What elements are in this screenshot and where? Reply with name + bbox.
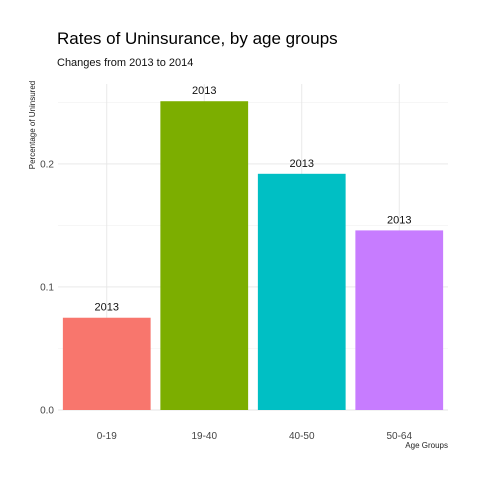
y-tick-label: 0.0 xyxy=(40,406,54,417)
x-tick-label: 50-64 xyxy=(386,431,412,442)
y-tick-label: 0.2 xyxy=(40,159,54,170)
y-axis-title: Percentage of Uninsured xyxy=(28,81,37,170)
y-tick-labels: 0.0 0.1 0.2 xyxy=(40,159,54,416)
chart-subtitle: Changes from 2013 to 2014 xyxy=(57,57,193,69)
x-axis-title: Age Groups xyxy=(405,441,448,450)
bar-data-label: 2013 xyxy=(387,214,411,226)
bar-0-19 xyxy=(62,317,151,410)
bar-data-label: 2013 xyxy=(192,85,216,97)
chart-title: Rates of Uninsurance, by age groups xyxy=(57,29,338,48)
x-tick-label: 0-19 xyxy=(97,431,117,442)
bar-data-label: 2013 xyxy=(290,158,314,170)
bars xyxy=(62,101,444,410)
bar-40-50 xyxy=(257,173,346,410)
bar-50-64 xyxy=(355,230,444,410)
data-labels: 2013 2013 2013 2013 xyxy=(95,85,412,314)
bar-19-40 xyxy=(160,101,249,410)
x-tick-labels: 0-19 19-40 40-50 50-64 xyxy=(97,431,413,442)
x-tick-label: 19-40 xyxy=(191,431,217,442)
bar-data-label: 2013 xyxy=(95,302,119,314)
y-tick-label: 0.1 xyxy=(40,282,54,293)
x-tick-label: 40-50 xyxy=(289,431,315,442)
